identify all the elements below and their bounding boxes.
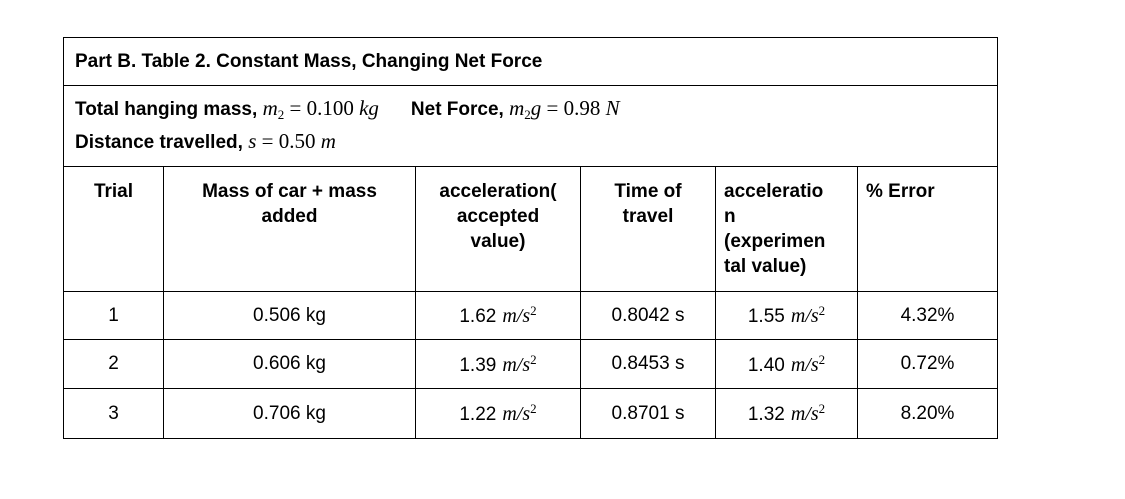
cell-time: 0.8453 s <box>580 339 716 389</box>
hanging-mass-value: m2 = 0.100 kg <box>262 96 379 122</box>
table-title: Part B. Table 2. Constant Mass, Changing… <box>62 37 999 86</box>
accel-unit: m/s2 <box>790 351 826 376</box>
lab-results-table: Part B. Table 2. Constant Mass, Changing… <box>62 37 999 439</box>
distance-label: Distance travelled, <box>75 132 243 153</box>
cell-acceleration-accepted: 1.39 m/s2 <box>415 339 581 389</box>
param-line-1: Total hanging mass, m2 = 0.100 kg Net For… <box>75 95 986 128</box>
accepted-value: 1.22 <box>459 404 497 425</box>
net-force-label: Net Force, <box>410 99 504 120</box>
table-row: 3 0.706 kg 1.22 m/s2 0.8701 s 1.32 m/s2 8.… <box>63 388 999 439</box>
cell-acceleration-accepted: 1.62 m/s2 <box>415 291 581 340</box>
hanging-mass-label: Total hanging mass, <box>75 99 258 120</box>
cell-percent-error: 8.20% <box>856 388 999 439</box>
net-force-value: m2g = 0.98 N <box>509 96 620 122</box>
cell-percent-error: 4.32% <box>856 291 999 340</box>
cell-mass: 0.506 kg <box>163 291 416 340</box>
cell-trial: 1 <box>63 291 164 340</box>
col-header-time: Time of travel <box>580 166 716 292</box>
accepted-value: 1.62 <box>459 306 497 327</box>
col-header-acceleration-accepted: acceleration( accepted value) <box>415 166 581 292</box>
parameters-cell: Total hanging mass, m2 = 0.100 kg Net For… <box>62 85 999 167</box>
experimental-value: 1.32 <box>747 404 785 425</box>
cell-time: 0.8701 s <box>580 388 716 439</box>
col-header-trial: Trial <box>63 166 164 292</box>
accel-unit: m/s2 <box>502 401 537 425</box>
cell-mass: 0.706 kg <box>163 388 416 439</box>
table-row: 2 0.606 kg 1.39 m/s2 0.8453 s 1.40 m/s2 0.… <box>63 339 999 389</box>
accepted-value: 1.39 <box>459 354 497 376</box>
parameters-row: Total hanging mass, m2 = 0.100 kg Net For… <box>62 85 999 167</box>
cell-acceleration-accepted: 1.22 m/s2 <box>415 388 581 439</box>
col-header-acceleration-experimental: acceleratio n (experimen tal value) <box>715 166 858 292</box>
accel-unit: m/s2 <box>502 303 537 327</box>
header-row: Trial Mass of car + mass added accelerat… <box>63 166 999 292</box>
cell-trial: 2 <box>63 339 164 389</box>
distance-value: s = 0.50 m <box>248 129 336 153</box>
title-row: Part B. Table 2. Constant Mass, Changing… <box>62 37 999 86</box>
cell-acceleration-experimental: 1.32 m/s2 <box>715 388 858 439</box>
cell-time: 0.8042 s <box>580 291 716 340</box>
cell-trial: 3 <box>63 388 164 439</box>
table-row: 1 0.506 kg 1.62 m/s2 0.8042 s 1.55 m/s2 4.… <box>63 291 999 340</box>
col-header-mass: Mass of car + mass added <box>163 166 416 292</box>
param-line-2: Distance travelled, s = 0.50 m <box>75 128 986 156</box>
net-force-group: Net Force, m2g = 0.98 N <box>410 96 620 122</box>
col-header-percent-error: % Error <box>856 166 999 292</box>
cell-percent-error: 0.72% <box>856 339 999 389</box>
cell-acceleration-experimental: 1.40 m/s2 <box>715 339 858 389</box>
cell-mass: 0.606 kg <box>163 339 416 389</box>
accel-unit: m/s2 <box>502 351 537 376</box>
experimental-value: 1.55 <box>747 306 785 327</box>
accel-unit: m/s2 <box>790 303 826 327</box>
accel-unit: m/s2 <box>790 401 826 425</box>
experimental-value: 1.40 <box>747 354 785 376</box>
cell-acceleration-experimental: 1.55 m/s2 <box>715 291 858 340</box>
